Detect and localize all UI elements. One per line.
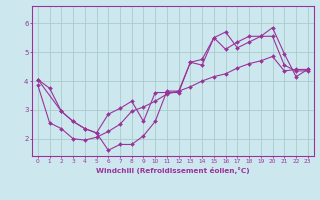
X-axis label: Windchill (Refroidissement éolien,°C): Windchill (Refroidissement éolien,°C) [96,167,250,174]
